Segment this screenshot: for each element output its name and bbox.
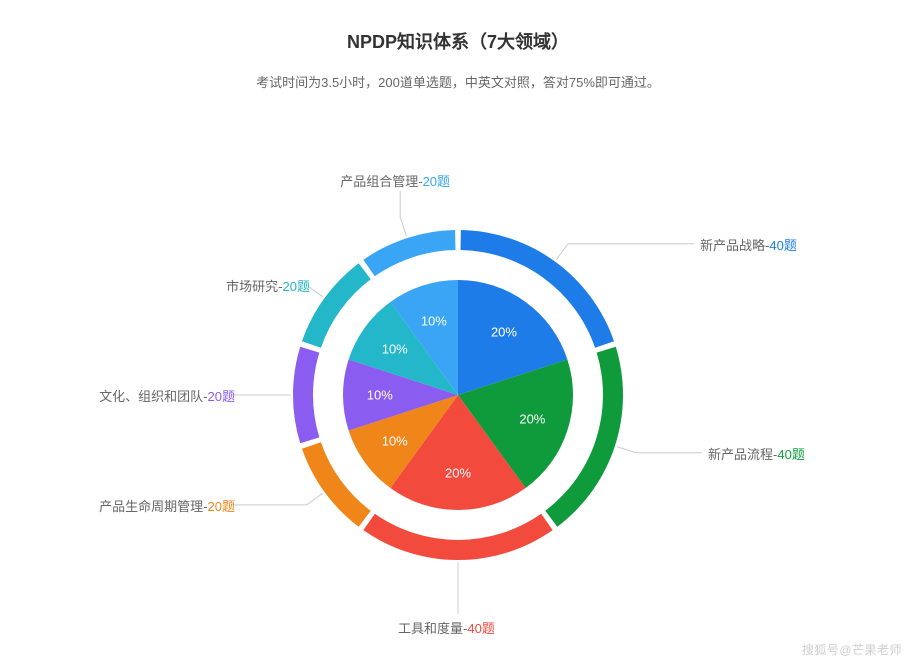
- slice-label: 市场研究-20题: [226, 276, 310, 295]
- slice-name: 新产品战略: [700, 238, 765, 253]
- pct-label: 20%: [491, 324, 517, 339]
- chart-svg: [0, 120, 916, 640]
- slice-label: 新产品战略-40题: [700, 235, 797, 254]
- slice-name: 文化、组织和团队: [99, 389, 203, 404]
- leader-line: [400, 191, 406, 236]
- pct-label: 20%: [519, 412, 545, 427]
- slice-label: 产品组合管理-20题: [340, 171, 450, 190]
- page-title: NPDP知识体系（7大领域）: [0, 0, 916, 54]
- ring-segment: [363, 514, 552, 560]
- pct-label: 10%: [382, 433, 408, 448]
- slice-name: 产品生命周期管理: [99, 499, 203, 514]
- slice-questions: 20题: [208, 499, 235, 514]
- slice-label: 新产品流程-40题: [708, 444, 805, 463]
- watermark: 搜狐号@芒果老师: [802, 641, 902, 658]
- slice-label: 产品生命周期管理-20题: [99, 496, 235, 515]
- pct-label: 10%: [367, 388, 393, 403]
- leader-line: [617, 447, 702, 453]
- slice-questions: 40题: [467, 621, 494, 636]
- slice-name: 产品组合管理: [340, 174, 418, 189]
- slice-questions: 20题: [208, 389, 235, 404]
- slice-name: 市场研究: [226, 279, 278, 294]
- ring-segment: [293, 347, 319, 443]
- slice-questions: 40题: [777, 447, 804, 462]
- slice-questions: 20题: [283, 279, 310, 294]
- pct-label: 10%: [421, 313, 447, 328]
- pct-label: 20%: [445, 466, 471, 481]
- ring-segment: [363, 230, 455, 276]
- pct-label: 10%: [382, 342, 408, 357]
- slice-questions: 20题: [423, 174, 450, 189]
- page-subtitle: 考试时间为3.5小时，200道单选题，中英文对照，答对75%即可通过。: [0, 54, 916, 91]
- leader-line: [231, 493, 323, 505]
- slice-label: 工具和度量-40题: [398, 618, 495, 637]
- donut-pie-chart: 20% 20% 20% 10% 10% 10% 10% 新产品战略-40题新产品流程-40题工…: [0, 120, 916, 640]
- slice-name: 新产品流程: [708, 447, 773, 462]
- slice-label: 文化、组织和团队-20题: [99, 386, 235, 405]
- leader-line: [556, 244, 694, 260]
- slice-name: 工具和度量: [398, 621, 463, 636]
- slice-questions: 40题: [769, 238, 796, 253]
